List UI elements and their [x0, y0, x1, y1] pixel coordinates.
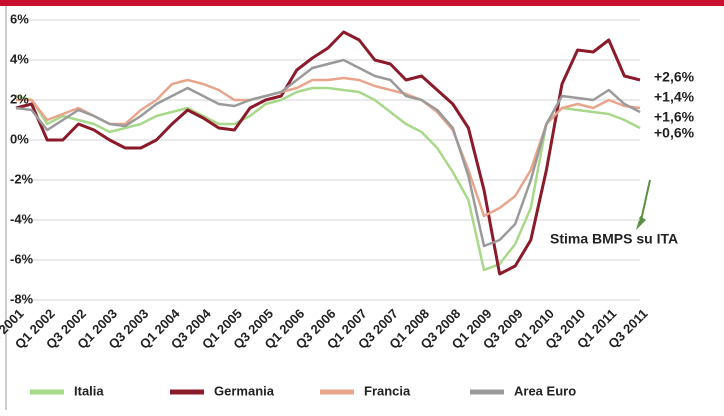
legend-label: Francia — [364, 383, 411, 398]
y-tick-label: -4% — [10, 211, 34, 226]
legend-label: Italia — [74, 383, 104, 398]
y-tick-label: 0% — [10, 131, 29, 146]
annotation: +0,6% — [654, 125, 695, 141]
series-line — [16, 76, 641, 218]
legend-label: Germania — [214, 383, 275, 398]
y-tick-label: 4% — [10, 51, 29, 66]
annotation: +1,4% — [654, 89, 695, 105]
y-tick-label: 2% — [10, 91, 29, 106]
series-line — [15, 86, 641, 272]
annotation: +2,6% — [654, 69, 695, 85]
y-tick-label: -8% — [10, 291, 34, 306]
legend-label: Area Euro — [514, 383, 576, 398]
series-line — [15, 58, 641, 248]
top-bar — [0, 0, 724, 6]
annotation: Stima BMPS su ITA — [550, 231, 678, 247]
annotation: +1,6% — [654, 109, 695, 125]
y-tick-label: -2% — [10, 171, 34, 186]
y-tick-label: 6% — [10, 11, 29, 26]
y-tick-label: -6% — [10, 251, 34, 266]
series-line — [15, 30, 641, 276]
arrow-head — [636, 216, 646, 230]
